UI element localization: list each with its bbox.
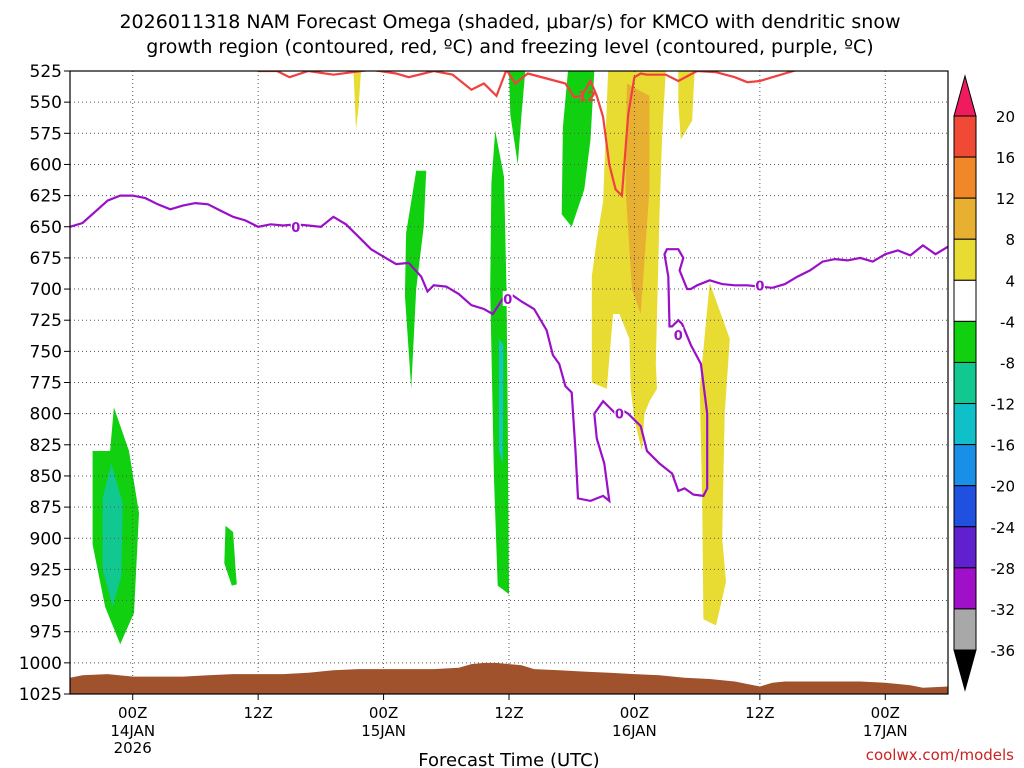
plot-border bbox=[69, 70, 949, 695]
colorbar-bin bbox=[953, 485, 977, 528]
pressure-axis: 525 550 575 600 625 650 675 700 725 750 775 800 825 8… bbox=[19, 62, 70, 705]
snow-growth-contour-label: -12 bbox=[573, 90, 597, 105]
colorbar-bin bbox=[953, 279, 977, 322]
plot-area: -12 0 0 0 0 0 bbox=[69, 70, 949, 695]
colorbar-label: -12 bbox=[991, 396, 1016, 414]
y-tick-label: 850 bbox=[30, 467, 62, 487]
colorbar-bin bbox=[953, 197, 977, 240]
colorbar-bottom-arrow bbox=[953, 649, 977, 692]
x-tick-year: 2026 bbox=[114, 739, 152, 757]
chart-title-line2: growth region (contoured, red, ºC) and f… bbox=[146, 36, 873, 58]
y-tick-label: 950 bbox=[30, 592, 62, 612]
y-tick-label: 750 bbox=[30, 342, 62, 362]
colorbar-bin bbox=[953, 567, 977, 610]
freezing-level-contour-1 bbox=[70, 194, 948, 504]
omega-region-2 bbox=[102, 463, 123, 607]
freezing-level-label: 0 bbox=[503, 293, 512, 308]
terrain-fill bbox=[70, 662, 948, 694]
freezing-level-label-bg bbox=[502, 291, 513, 307]
x-axis-label: Forecast Time (UTC) bbox=[418, 750, 599, 768]
x-tick-label: 00Z bbox=[118, 704, 147, 722]
x-tick-label: 12Z bbox=[243, 704, 272, 722]
credit-text: coolwx.com/models bbox=[866, 746, 1014, 764]
grid-lines bbox=[70, 71, 948, 694]
y-tick-label: 650 bbox=[30, 218, 62, 238]
y-tick-label: 1025 bbox=[19, 685, 62, 705]
colorbar-top-arrow bbox=[953, 74, 977, 117]
colorbar-label: -20 bbox=[991, 478, 1016, 496]
freezing-level-label-bg bbox=[614, 405, 625, 421]
y-tick-label: 525 bbox=[30, 62, 62, 82]
colorbar-label: -28 bbox=[991, 560, 1016, 578]
x-tick-date: 14JAN bbox=[110, 722, 155, 740]
x-tick-date: 16JAN bbox=[612, 722, 657, 740]
y-tick-label: 825 bbox=[30, 436, 62, 456]
freezing-level-label: 0 bbox=[755, 279, 764, 294]
freezing-level-label: 0 bbox=[674, 329, 683, 344]
y-tick-label: 900 bbox=[30, 529, 62, 549]
x-tick-label: 00Z bbox=[369, 704, 398, 722]
y-tick-label: 725 bbox=[30, 311, 62, 331]
freezing-level-label-bg bbox=[673, 327, 684, 343]
colorbar-label: -8 bbox=[1000, 354, 1015, 372]
x-tick-label: 12Z bbox=[494, 704, 523, 722]
omega-region-12 bbox=[699, 282, 730, 626]
y-tick-label: 550 bbox=[30, 93, 62, 113]
omega-region-3 bbox=[224, 525, 237, 586]
colorbar-bin bbox=[953, 361, 977, 405]
colorbar-label: 16 bbox=[996, 149, 1015, 167]
y-tick-label: 925 bbox=[30, 560, 62, 580]
x-tick-label: 00Z bbox=[871, 704, 900, 722]
snow-growth-contour-1 bbox=[258, 71, 798, 199]
y-tick-label: 600 bbox=[30, 155, 62, 175]
colorbar-label: -16 bbox=[991, 437, 1016, 455]
x-tick-label: 12Z bbox=[745, 704, 774, 722]
y-tick-label: 625 bbox=[30, 187, 62, 207]
colorbar-label: -36 bbox=[991, 642, 1016, 660]
y-tick-label: 775 bbox=[30, 374, 62, 394]
x-tick-date: 17JAN bbox=[863, 722, 908, 740]
colorbar-label: 4 bbox=[1005, 272, 1015, 290]
colorbar-label: 12 bbox=[996, 190, 1015, 208]
colorbar-bin bbox=[953, 238, 977, 281]
y-tick-label: 1000 bbox=[19, 654, 62, 674]
colorbar-label: -32 bbox=[991, 601, 1016, 619]
freezing-level-label: 0 bbox=[615, 408, 624, 423]
colorbar-label: -24 bbox=[991, 519, 1016, 537]
colorbar-bin bbox=[953, 526, 977, 569]
omega-colorbar: 20 16 12 8 4 -4 -8 -12 -16 -20 -24 -28 -32 -36 bbox=[953, 74, 1016, 692]
freezing-level-label: 0 bbox=[291, 221, 300, 236]
colorbar-label: 20 bbox=[996, 108, 1015, 126]
colorbar-label: -4 bbox=[1000, 313, 1015, 331]
y-tick-label: 875 bbox=[30, 498, 62, 518]
y-tick-label: 800 bbox=[30, 405, 62, 425]
colorbar-bin bbox=[953, 115, 977, 158]
omega-region-8 bbox=[509, 71, 526, 165]
chart-title-line1: 2026011318 NAM Forecast Omega (shaded, μ… bbox=[119, 11, 900, 33]
colorbar-label: 8 bbox=[1005, 231, 1015, 249]
x-tick-date: 15JAN bbox=[361, 722, 406, 740]
colorbar-bin bbox=[953, 156, 977, 199]
freezing-level-label-bg bbox=[754, 277, 765, 293]
freezing-level-label-bg bbox=[290, 218, 301, 234]
colorbar-bin bbox=[953, 444, 977, 487]
y-tick-label: 975 bbox=[30, 623, 62, 643]
colorbar-bin bbox=[953, 320, 977, 363]
omega-region-11 bbox=[678, 71, 695, 140]
colorbar-bin bbox=[953, 403, 977, 446]
omega-region-7 bbox=[499, 338, 504, 464]
omega-region-5 bbox=[404, 170, 427, 389]
omega-region-13 bbox=[625, 83, 650, 314]
omega-region-4 bbox=[353, 71, 361, 130]
omega-region-9 bbox=[561, 71, 595, 227]
y-tick-label: 675 bbox=[30, 249, 62, 269]
colorbar-bin bbox=[953, 608, 977, 651]
x-tick-label: 00Z bbox=[620, 704, 649, 722]
y-tick-label: 575 bbox=[30, 124, 62, 144]
y-tick-label: 700 bbox=[30, 280, 62, 300]
